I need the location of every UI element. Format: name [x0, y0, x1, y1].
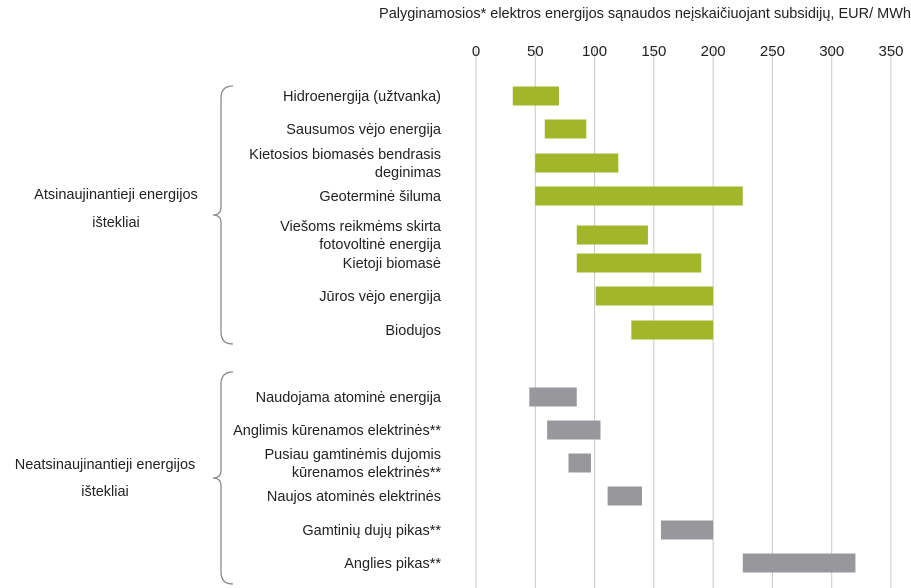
- x-tick-label: 250: [760, 43, 785, 60]
- x-tick-label: 200: [701, 43, 726, 60]
- category-label: Anglies pikas**: [344, 556, 441, 572]
- category-label: Hidroenergija (užtvanka): [283, 89, 441, 105]
- range-bar: [576, 225, 648, 245]
- range-bar: [512, 86, 559, 106]
- range-bar: [631, 320, 714, 340]
- group-bracket: [212, 85, 234, 345]
- category-label: Kietosios biomasės bendrasis deginimas: [249, 147, 441, 181]
- category-label: Pusiau gamtinėmis dujomis kūrenamos elekt…: [265, 447, 442, 481]
- category-label: Viešoms reikmėms skirta fotovoltinė energ…: [280, 219, 442, 253]
- category-label: Kietoji biomasė: [343, 256, 441, 272]
- range-bar: [547, 420, 601, 440]
- bars: [512, 86, 856, 573]
- x-axis-ticks: 0 50 100 150 200 250 300 350: [472, 43, 904, 60]
- category-label: Naujos atominės elektrinės: [267, 489, 441, 505]
- category-label: Jūros vėjo energija: [319, 289, 442, 305]
- group-bracket: [212, 371, 234, 585]
- x-tick-label: 50: [527, 43, 544, 60]
- chart-title: Palyginamosios* elektros energijos sąnau…: [379, 6, 911, 22]
- range-bar: [607, 486, 642, 506]
- category-label: Geoterminė šiluma: [319, 189, 442, 205]
- range-bar: [535, 186, 743, 206]
- category-labels: Hidroenergija (užtvanka) Sausumos vėjo en…: [233, 89, 442, 572]
- range-bar: [660, 520, 714, 540]
- category-label: Biodujos: [385, 323, 441, 339]
- group-labels: Atsinaujinantieji energijos ištekliai Neat…: [15, 85, 234, 585]
- range-bar: [529, 387, 577, 407]
- group-label: Atsinaujinantieji energijos ištekliai: [34, 187, 198, 231]
- range-bar: [576, 253, 702, 273]
- x-tick-label: 150: [641, 43, 666, 60]
- category-label: Gamtinių dujų pikas**: [302, 523, 441, 539]
- x-tick-label: 350: [878, 43, 903, 60]
- x-tick-label: 300: [819, 43, 844, 60]
- group-label: Neatsinaujinantieji energijos ištekliai: [15, 457, 196, 500]
- x-tick-label: 0: [472, 43, 480, 60]
- category-label: Sausumos vėjo energija: [286, 122, 442, 138]
- category-label: Anglimis kūrenamos elektrinės**: [233, 423, 441, 439]
- range-bar: [595, 286, 714, 306]
- range-bar: [535, 153, 619, 173]
- x-tick-label: 100: [582, 43, 607, 60]
- range-bar: [544, 119, 587, 139]
- gridlines: [475, 48, 892, 588]
- category-label: Naudojama atominė energija: [256, 390, 442, 406]
- range-bar: [742, 553, 856, 573]
- range-bar: [568, 453, 592, 473]
